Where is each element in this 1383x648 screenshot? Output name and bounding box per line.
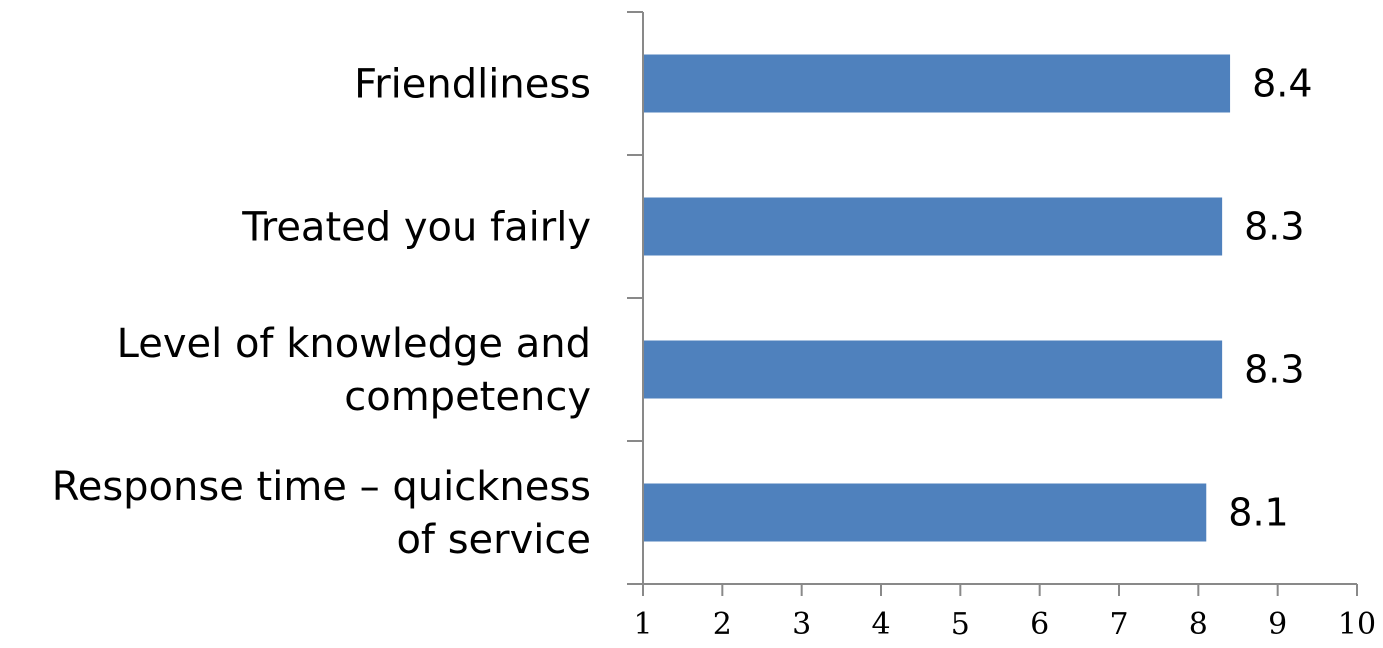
x-tick-label: 5 — [951, 607, 970, 642]
bar — [643, 54, 1231, 113]
x-tick-label: 2 — [713, 607, 732, 642]
category-label-line: competency — [344, 374, 591, 420]
category-label-line: Treated you fairly — [241, 205, 591, 251]
x-tick-label: 1 — [633, 607, 652, 642]
labels-layer: 8.4 Friendliness 8.3 Treated you fairly 8.3 L… — [52, 62, 1376, 643]
x-tick-label: 9 — [1268, 607, 1287, 642]
category-label: Friendliness — [354, 62, 591, 108]
category-label: Level of knowledge and competency — [117, 321, 591, 420]
data-label: 8.1 — [1228, 491, 1288, 535]
bar — [643, 483, 1207, 542]
bars-layer — [643, 54, 1231, 542]
category-label-line: Friendliness — [354, 62, 591, 108]
data-label: 8.4 — [1252, 62, 1312, 106]
data-label: 8.3 — [1244, 205, 1304, 249]
x-tick-label: 7 — [1109, 607, 1128, 642]
x-tick-label: 8 — [1189, 607, 1208, 642]
x-tick-label: 10 — [1338, 607, 1376, 642]
axes — [627, 11, 1358, 596]
bar — [643, 197, 1223, 256]
x-tick-label: 3 — [792, 607, 811, 642]
x-tick-label: 4 — [871, 607, 890, 642]
data-label: 8.3 — [1244, 348, 1304, 392]
category-label-line: Response time – quickness — [52, 464, 591, 510]
category-label-line: Level of knowledge and — [117, 321, 591, 367]
category-label: Treated you fairly — [241, 205, 591, 251]
category-label-line: of service — [396, 517, 591, 563]
bar — [643, 340, 1223, 399]
x-tick-label: 6 — [1030, 607, 1049, 642]
category-label: Response time – quickness of service — [52, 464, 591, 563]
